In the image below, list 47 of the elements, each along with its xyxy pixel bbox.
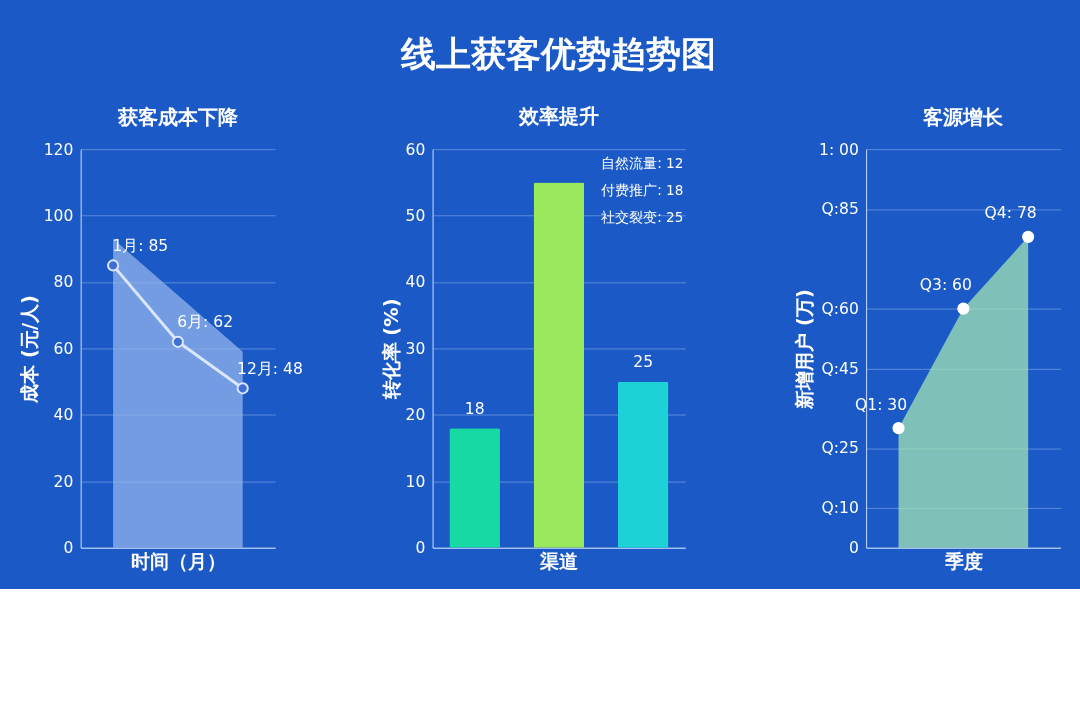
- y-tick-label: 0: [63, 539, 74, 558]
- y-tick-label: 40: [405, 273, 426, 292]
- point: [107, 259, 120, 272]
- point: [171, 335, 184, 348]
- data-label: 1月: 85: [112, 236, 169, 255]
- y-tick-label: Q:45: [821, 359, 859, 378]
- annotation: 付费推广: 18: [600, 181, 684, 198]
- y-axis-title: 成本 (元/人): [17, 295, 41, 404]
- chart-title: 客源增长: [922, 104, 1005, 129]
- point: [236, 382, 249, 395]
- y-tick-label: 0: [415, 539, 426, 558]
- chart-title: 获客成本下降: [116, 104, 239, 129]
- data-label: Q4: 78: [984, 204, 1037, 223]
- data-label: Q3: 60: [919, 276, 972, 295]
- y-axis-title: 转化率 (%): [379, 298, 403, 401]
- y-axis-title: 新增用户 (万): [793, 289, 817, 410]
- data-label: 25: [633, 353, 654, 372]
- y-tick-label: 50: [405, 206, 426, 225]
- y-tick-label: 20: [53, 472, 74, 491]
- y-tick-label: 40: [53, 406, 74, 425]
- annotation: 自然流量: 12: [601, 154, 684, 171]
- y-tick-label: 10: [405, 472, 426, 491]
- y-tick-label: Q:25: [821, 439, 859, 458]
- annotation: 社交裂变: 25: [601, 209, 684, 226]
- chart-subtitle: 效率提升: [517, 103, 599, 128]
- data-label: 12月: 48: [237, 359, 303, 378]
- bar: [617, 381, 669, 548]
- chart-title: 线上获客优势趋势图: [400, 33, 717, 74]
- y-tick-label: 100: [43, 206, 74, 225]
- y-tick-label: 120: [43, 140, 74, 159]
- bar: [449, 428, 500, 548]
- y-tick-label: Q:60: [821, 299, 859, 318]
- x-axis-title: 季度: [943, 549, 983, 573]
- y-tick-label: 1: 00: [818, 140, 859, 159]
- y-tick-label: 0: [848, 539, 859, 558]
- x-axis-title: 时间（月）: [130, 549, 226, 573]
- x-axis-title: 渠道: [539, 549, 580, 573]
- y-tick-label: 80: [53, 273, 74, 292]
- bar: [533, 182, 585, 548]
- data-label: 18: [464, 399, 485, 418]
- y-tick-label: Q:85: [821, 200, 859, 219]
- data-label: 6月: 62: [177, 313, 234, 332]
- y-tick-label: 60: [53, 339, 74, 358]
- y-tick-label: 60: [405, 140, 426, 159]
- y-tick-label: Q:10: [821, 499, 859, 518]
- y-tick-label: 30: [405, 339, 426, 358]
- y-tick-label: 20: [405, 406, 426, 425]
